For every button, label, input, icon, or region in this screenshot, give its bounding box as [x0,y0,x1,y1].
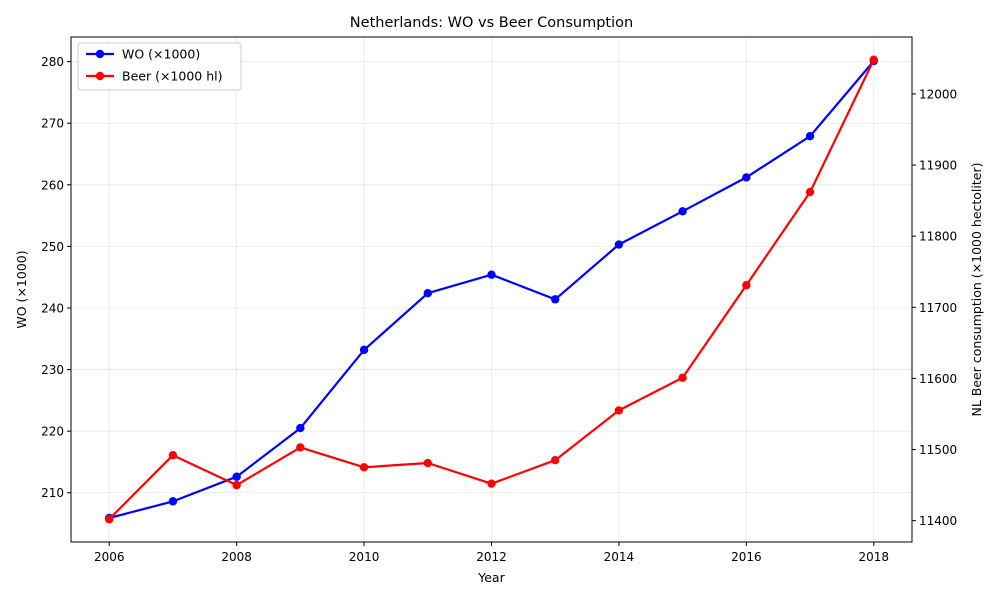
y-axis-left: 210 220 230 240 250 260 270 280 [41,55,71,500]
data-point [614,406,624,415]
y-right-tick-label: 11800 [919,230,957,244]
legend-item: WO (×1000) [86,47,200,62]
data-point [551,295,560,304]
legend-label: WO (×1000) [122,47,200,62]
y-right-tick-label: 11600 [919,372,957,386]
x-tick-label: 2006 [94,550,125,564]
data-point [105,515,114,524]
y-left-tick-label: 240 [41,301,64,315]
legend-label: Beer (×1000 hl) [122,69,222,84]
data-point [742,173,751,182]
data-point [678,373,687,382]
y-axis-right: 11400 11500 11600 11700 11800 11900 12000 [912,87,957,528]
x-axis: 2006 2008 2010 2012 2014 2016 2018 [94,542,889,564]
x-tick-label: 2010 [349,550,380,564]
y-left-tick-label: 280 [41,55,64,69]
data-point [359,463,369,472]
data-point [487,479,496,488]
y-right-tick-label: 11400 [919,514,957,528]
grid [71,37,912,542]
x-tick-label: 2014 [604,550,635,564]
y-right-tick-label: 11900 [919,159,957,173]
data-point [423,288,432,298]
legend-swatch-marker [95,71,105,81]
data-point [614,240,624,249]
series-lines [105,55,878,524]
legend-item: Beer (×1000 hl) [86,69,222,84]
x-tick-label: 2016 [731,550,762,564]
data-point [232,480,241,490]
y-left-tick-label: 270 [41,117,64,131]
x-tick-label: 2018 [858,550,889,564]
y-axis-right-label: NL Beer consumption (×1000 hectoliter) [969,163,984,417]
data-point [423,458,432,468]
y-right-tick-label: 11700 [919,301,957,315]
data-point [551,456,560,465]
data-point [678,207,687,216]
x-axis-label: Year [477,570,505,585]
data-point [742,281,751,290]
data-point [487,270,496,279]
y-axis-left-label: WO (×1000) [14,250,29,328]
data-point [232,472,241,481]
data-point [805,131,815,141]
data-point [296,443,305,452]
x-tick-label: 2008 [221,550,252,564]
data-point [296,423,305,433]
y-left-tick-label: 250 [41,240,64,254]
legend: WO (×1000) Beer (×1000 hl) [77,42,242,91]
data-point [168,451,178,460]
chart-title: Netherlands: WO vs Beer Consumption [350,15,633,31]
y-left-tick-label: 260 [41,178,64,192]
y-right-tick-label: 11500 [919,443,957,457]
legend-swatch-marker [95,49,105,59]
data-point [168,497,178,506]
data-point [869,55,878,64]
y-left-tick-label: 210 [41,486,64,500]
data-point [359,345,369,355]
y-right-tick-label: 12000 [919,87,957,101]
legend-box [77,42,242,91]
y-left-tick-label: 220 [41,425,64,439]
data-point [805,187,815,197]
series-beer [105,55,878,524]
y-left-tick-label: 230 [41,363,64,377]
x-tick-label: 2012 [476,550,507,564]
